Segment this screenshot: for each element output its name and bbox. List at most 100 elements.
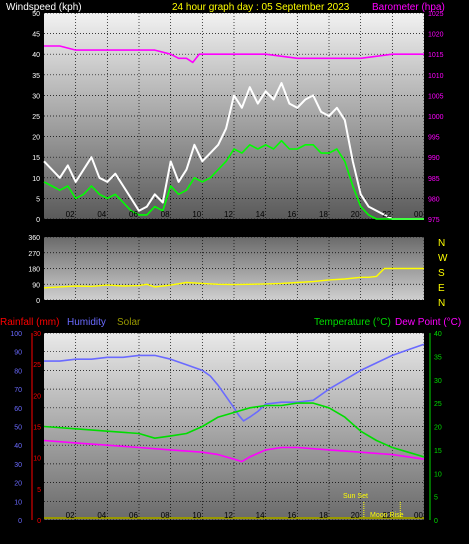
rain-ytick-0: 0: [37, 518, 41, 525]
dir-ytick-360: 360: [28, 235, 40, 242]
temp-xtick-00: 00: [414, 511, 423, 520]
humidity-ytick-70: 70: [14, 387, 22, 394]
temp-series-temperature: [43, 402, 425, 458]
rain-ytick-25: 25: [33, 362, 41, 369]
humidity-ytick-80: 80: [14, 368, 22, 375]
wind-xtick-02: 02: [66, 210, 75, 219]
rain-ytick-5: 5: [37, 487, 41, 494]
baro-ytick-1000: 1000: [428, 114, 444, 121]
wind-xtick-16: 16: [287, 210, 296, 219]
temp-ytick-30: 30: [434, 378, 442, 385]
dir-ytick-0: 0: [36, 298, 40, 305]
solar-legend: Solar: [117, 317, 141, 328]
wind-ytick-40: 40: [32, 52, 40, 59]
compass-s: S: [438, 268, 445, 279]
wind-xtick-06: 06: [129, 210, 138, 219]
temp-xtick-12: 12: [224, 511, 233, 520]
baro-ytick-990: 990: [428, 155, 440, 162]
humidity-ytick-90: 90: [14, 350, 22, 357]
wind-xtick-08: 08: [161, 210, 170, 219]
temp-xtick-22: 22: [382, 511, 391, 520]
temp-ytick-0: 0: [434, 518, 438, 525]
wind-ytick-45: 45: [32, 32, 40, 39]
temp-xtick-18: 18: [319, 511, 328, 520]
wind-ytick-0: 0: [36, 217, 40, 224]
temp-xtick-20: 20: [351, 511, 360, 520]
baro-ytick-975: 975: [428, 217, 440, 224]
temp-xtick-04: 04: [97, 511, 106, 520]
wind-xtick-14: 14: [256, 210, 265, 219]
dir-ytick-180: 180: [28, 267, 40, 274]
baro-ytick-995: 995: [428, 135, 440, 142]
wind-ytick-5: 5: [36, 196, 40, 203]
baro-ytick-1015: 1015: [428, 52, 444, 59]
rain-ytick-15: 15: [33, 425, 41, 432]
wind-series-barometer: [44, 45, 424, 64]
humidity-legend: Humidity: [67, 317, 106, 328]
wind-xtick-22: 22: [382, 210, 391, 219]
baro-ytick-1020: 1020: [428, 32, 444, 39]
humidity-ytick-10: 10: [14, 499, 22, 506]
dewpoint-legend: Dew Point (°C): [395, 317, 461, 328]
rain-ytick-30: 30: [33, 331, 41, 338]
temp-xtick-16: 16: [287, 511, 296, 520]
dir-ytick-90: 90: [32, 282, 40, 289]
wind-ytick-35: 35: [32, 73, 40, 80]
wind-ytick-15: 15: [32, 155, 40, 162]
sun-set-label: Sun Set: [343, 493, 368, 500]
barometer-axis-label: Barometer (hpa): [372, 2, 445, 13]
wind-xtick-10: 10: [192, 210, 201, 219]
temp-series-dewpoint: [43, 439, 425, 463]
temp-ytick-40: 40: [434, 331, 442, 338]
rainfall-legend: Rainfall (mm): [0, 317, 59, 328]
baro-ytick-985: 985: [428, 176, 440, 183]
baro-ytick-1005: 1005: [428, 93, 444, 100]
humidity-ytick-0: 0: [18, 518, 22, 525]
compass-w: W: [438, 253, 448, 264]
baro-ytick-1025: 1025: [428, 11, 444, 18]
humidity-ytick-50: 50: [14, 425, 22, 432]
compass-n-bottom: N: [438, 298, 445, 309]
wind-xtick-18: 18: [319, 210, 328, 219]
humidity-ytick-60: 60: [14, 406, 22, 413]
temperature-legend: Temperature (°C): [314, 317, 391, 328]
wind-ytick-30: 30: [32, 93, 40, 100]
humidity-ytick-40: 40: [14, 443, 22, 450]
wind-xtick-00: 00: [414, 210, 423, 219]
temp-xtick-06: 06: [129, 511, 138, 520]
wind-xtick-04: 04: [97, 210, 106, 219]
wind-ytick-50: 50: [32, 11, 40, 18]
temp-ytick-5: 5: [434, 495, 438, 502]
windspeed-axis-label: Windspeed (kph): [6, 2, 82, 13]
wind-series-avg_wind: [43, 139, 424, 220]
temp-xtick-14: 14: [256, 511, 265, 520]
temp-ytick-10: 10: [434, 471, 442, 478]
wind-ytick-20: 20: [32, 135, 40, 142]
compass-n-top: N: [438, 238, 445, 249]
wind-ytick-10: 10: [32, 176, 40, 183]
rain-ytick-20: 20: [33, 393, 41, 400]
wind-series-gust: [43, 82, 424, 220]
dir-series-wind_dir: [43, 267, 424, 289]
temp-ytick-35: 35: [434, 354, 442, 361]
temp-ytick-15: 15: [434, 448, 442, 455]
temp-ytick-20: 20: [434, 425, 442, 432]
temp-xtick-08: 08: [161, 511, 170, 520]
wind-ytick-25: 25: [32, 114, 40, 121]
wind-xtick-12: 12: [224, 210, 233, 219]
temp-xtick-10: 10: [192, 511, 201, 520]
humidity-ytick-20: 20: [14, 481, 22, 488]
humidity-ytick-100: 100: [10, 331, 22, 338]
temp-ytick-25: 25: [434, 401, 442, 408]
chart-title: 24 hour graph day : 05 September 2023: [172, 2, 350, 13]
humidity-ytick-30: 30: [14, 462, 22, 469]
baro-ytick-980: 980: [428, 196, 440, 203]
moon-rise-label: Moon Rise: [370, 512, 404, 519]
compass-e: E: [438, 283, 445, 294]
temp-xtick-02: 02: [66, 511, 75, 520]
rain-ytick-10: 10: [33, 456, 41, 463]
baro-ytick-1010: 1010: [428, 73, 444, 80]
dir-ytick-270: 270: [28, 251, 40, 258]
wind-xtick-20: 20: [351, 210, 360, 219]
